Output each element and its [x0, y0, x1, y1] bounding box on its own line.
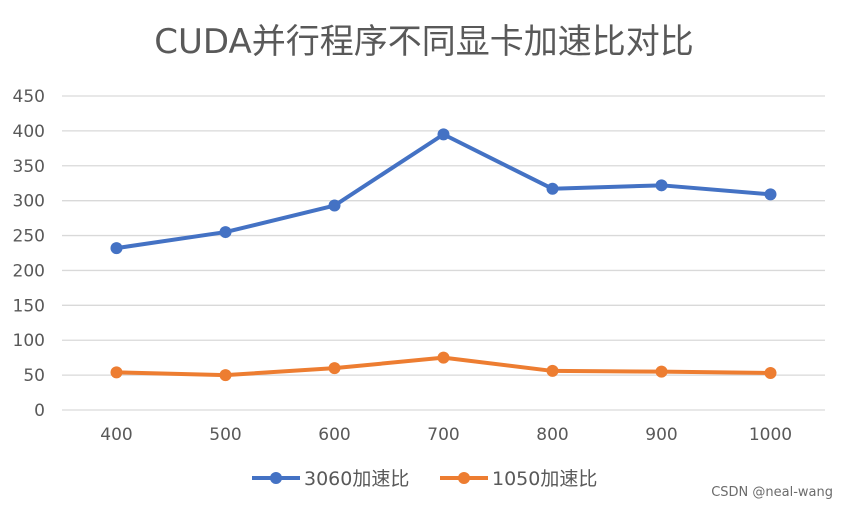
- y-tick-label: 350: [13, 157, 45, 177]
- x-tick-label: 700: [427, 425, 459, 445]
- data-point: [764, 188, 777, 201]
- y-tick-label: 50: [23, 366, 45, 386]
- data-point: [110, 242, 123, 255]
- legend-item: 3060加速比: [252, 468, 409, 490]
- data-point: [219, 226, 232, 239]
- watermark: CSDN @neal-wang: [711, 485, 833, 500]
- x-tick-label: 500: [209, 425, 241, 445]
- data-point: [546, 364, 559, 377]
- chart-title: CUDA并行程序不同显卡加速比对比: [154, 22, 693, 62]
- y-axis-tick-labels: 0 50 100 150 200 250 300 350 400 450: [13, 87, 45, 421]
- legend-label: 1050加速比: [492, 468, 597, 490]
- x-axis-tick-labels: 400 500 600 700 800 900 1000: [100, 425, 792, 445]
- legend-label: 3060加速比: [304, 468, 409, 490]
- series-1: [110, 128, 777, 255]
- legend-item: 1050加速比: [440, 468, 597, 490]
- y-tick-label: 300: [13, 192, 45, 212]
- data-point: [328, 362, 341, 375]
- legend: 3060加速比 1050加速比: [252, 468, 597, 490]
- legend-marker: [270, 472, 282, 484]
- series-line: [114, 132, 773, 251]
- y-tick-label: 150: [13, 296, 45, 316]
- y-tick-label: 450: [13, 87, 45, 107]
- y-tick-label: 100: [13, 331, 45, 351]
- data-point: [546, 182, 559, 195]
- data-point: [219, 369, 232, 382]
- y-tick-label: 400: [13, 122, 45, 142]
- data-point: [437, 128, 450, 141]
- data-point: [655, 365, 668, 378]
- x-tick-label: 600: [318, 425, 350, 445]
- series-2: [110, 351, 777, 382]
- data-point: [764, 367, 777, 380]
- y-tick-label: 250: [13, 227, 45, 247]
- y-tick-label: 0: [34, 401, 45, 421]
- data-point: [655, 179, 668, 192]
- y-tick-label: 200: [13, 261, 45, 281]
- data-point: [437, 351, 450, 364]
- x-tick-label: 800: [536, 425, 568, 445]
- x-tick-label: 900: [645, 425, 677, 445]
- legend-marker: [458, 472, 470, 484]
- x-tick-label: 400: [100, 425, 132, 445]
- data-point: [328, 199, 341, 212]
- data-series: [110, 128, 777, 382]
- data-point: [110, 366, 123, 379]
- x-tick-label: 1000: [749, 425, 792, 445]
